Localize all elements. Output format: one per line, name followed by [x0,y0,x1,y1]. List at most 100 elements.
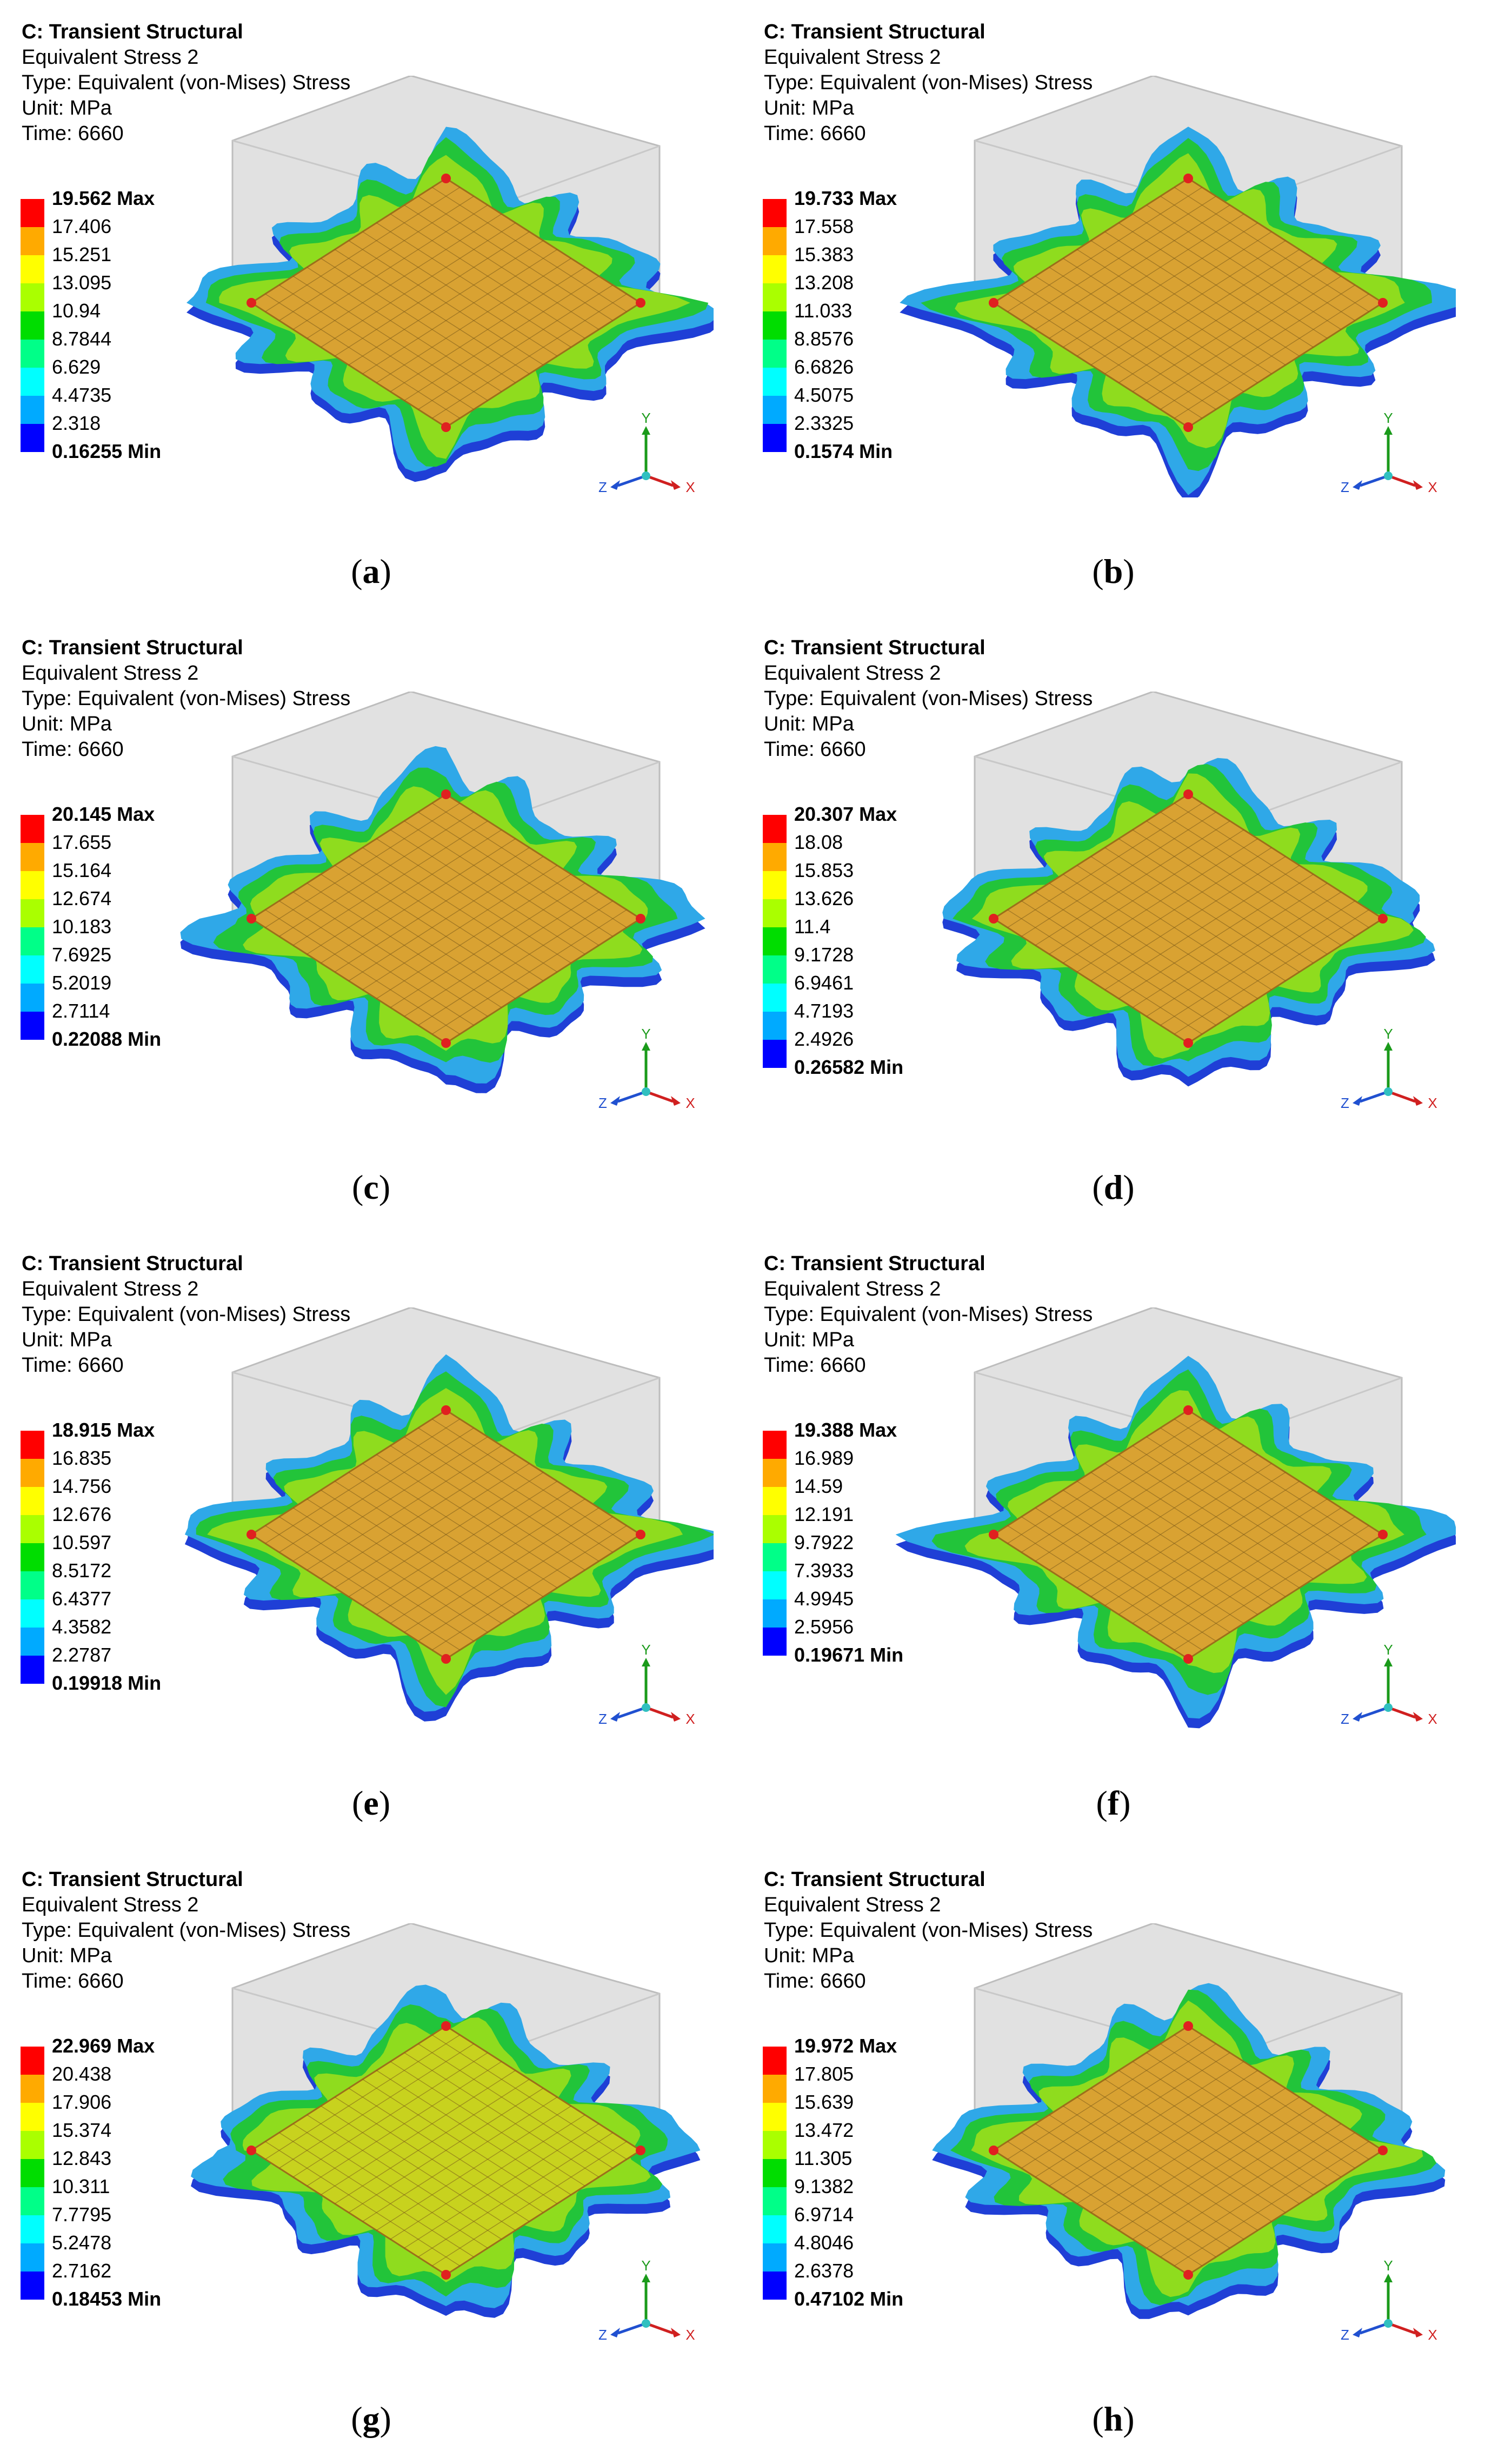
mesh-line [1104,249,1300,375]
legend-value: 6.9714 [794,2203,854,2226]
header-unit: Unit: MPa [22,1944,112,1967]
panel-caption: (d) [742,1167,1484,1207]
x-axis-arrow [645,474,674,487]
caption-open-paren: ( [1096,1784,1108,1822]
stress-hotspot [1183,2270,1193,2280]
mesh-line [418,2043,613,2169]
legend-value: 2.5956 [794,1616,854,1638]
legend-swatch [763,871,787,899]
result-panel-b: C: Transient Structural Equivalent Stress… [742,0,1484,616]
z-axis-label: Z [1341,1095,1349,1111]
result-header: C: Transient Structural Equivalent Stress… [764,19,1093,147]
legend-swatch [21,1599,44,1628]
mesh-line [1160,284,1355,410]
stress-contour-plot [900,76,1456,497]
legend-value: 4.8046 [794,2231,854,2254]
mesh-line [1104,1463,1300,1589]
mesh-line [1132,882,1328,1008]
legend-swatch [763,1431,787,1459]
legend-swatch [21,1543,44,1571]
header-title: C: Transient Structural [22,1868,243,1891]
legend-value: 12.843 [52,2147,112,2169]
legend-swatch [21,340,44,368]
mesh-line [1146,1436,1342,1562]
mesh-line [404,2123,600,2249]
x-axis-arrow [645,1706,674,1719]
x-axis-arrowhead [1413,1712,1423,1722]
legend-value: 2.318 [52,412,101,434]
legend-value: 7.6925 [52,944,112,966]
y-axis-arrowhead [642,1658,650,1666]
legend-value: 14.59 [794,1475,843,1497]
caption-open-paren: ( [1092,1168,1104,1206]
x-axis-arrow [1388,1090,1416,1103]
mesh-line [1146,2123,1342,2249]
stress-hotspot [1378,1530,1388,1539]
legend-swatch [21,1431,44,1459]
mesh-line [418,2132,613,2257]
stress-hotspot [441,1654,451,1664]
legend-swatch [763,340,787,368]
mesh-line [418,812,613,937]
legend-swatch [21,2187,44,2215]
mesh-line [376,222,571,348]
header-unit: Unit: MPa [764,97,854,119]
x-axis-arrowhead [1413,2328,1423,2337]
legend-swatch [21,984,44,1012]
legend-value: 15.853 [794,859,854,881]
legend-value: 10.183 [52,915,112,938]
legend-swatch [763,311,787,340]
mesh-line [1132,829,1328,955]
mesh-line [1146,204,1342,330]
header-title: C: Transient Structural [22,636,243,659]
legend-value: 9.1382 [794,2175,854,2197]
y-axis-label: Y [1383,2259,1393,2274]
y-axis-label: Y [641,411,650,426]
header-result: Equivalent Stress 2 [22,1894,199,1916]
legend-value: 20.438 [52,2063,112,2085]
y-axis-arrowhead [1384,1042,1393,1051]
result-header: C: Transient Structural Equivalent Stress… [764,635,1093,762]
mesh-line [1146,820,1342,946]
mesh-line [1174,1525,1369,1651]
legend-swatch [763,283,787,311]
mesh-line [404,204,600,330]
legend-value: 11.4 [794,915,831,938]
stress-hotspot [989,1530,998,1539]
legend-swatch [21,1012,44,1040]
legend-swatch [21,899,44,927]
caption-letter: b [1103,552,1123,590]
legend-swatch [763,1487,787,1515]
legend-value: 18.08 [794,831,843,853]
header-time: Time: 6660 [22,122,124,145]
legend-swatch [21,2215,44,2243]
legend-value: 22.969 Max [52,2035,155,2057]
mesh-line [362,2096,558,2222]
axis-origin [642,2319,650,2328]
mesh-line [390,1498,585,1624]
legend-swatch [21,311,44,340]
y-axis-arrowhead [1384,2274,1393,2282]
x-axis-arrowhead [671,480,681,490]
mesh-line [418,196,613,321]
legend-value: 6.4377 [52,1588,112,1610]
mesh-line [1160,1516,1355,1642]
mesh-line [362,2078,558,2204]
stress-hotspot [247,914,256,924]
mesh-line [431,1525,627,1651]
y-axis-arrowhead [642,2274,650,2282]
caption-letter: g [362,2400,380,2438]
legend-swatch [763,984,787,1012]
stress-hotspot [441,2021,451,2031]
mesh-line [1174,909,1369,1035]
mesh-line [390,214,585,339]
legend-value: 17.655 [52,831,112,853]
mesh-line [362,249,558,375]
legend-value-min: 0.16255 Min [52,440,162,462]
stress-hotspot [247,1530,256,1539]
legend-swatch [763,1040,787,1068]
legend-value: 12.191 [794,1503,854,1525]
header-type: Type: Equivalent (von-Mises) Stress [764,1919,1093,1942]
mesh-line [1104,847,1300,973]
legend-value: 10.94 [52,300,101,322]
